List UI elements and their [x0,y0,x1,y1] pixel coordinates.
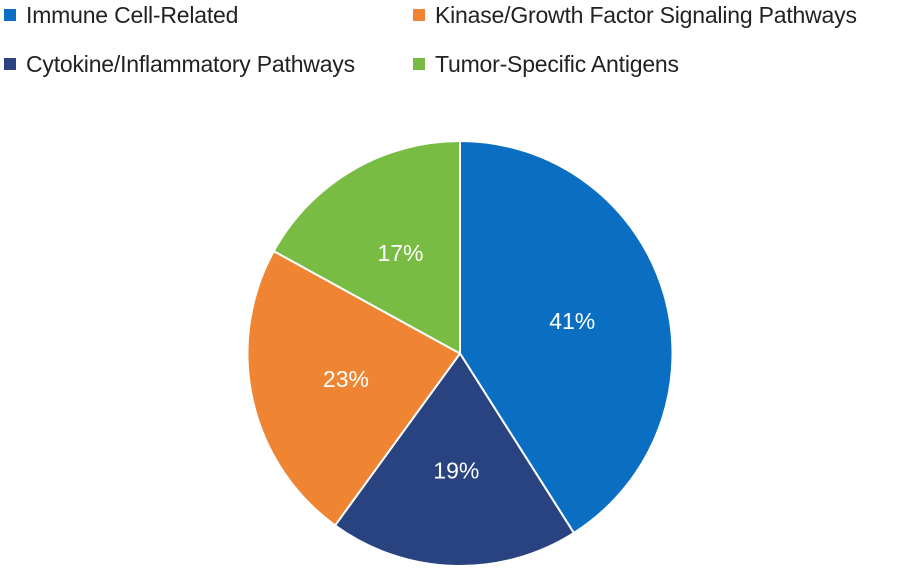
slice-value-label: 23% [323,366,369,392]
pie-slice-tumor-specific-antigens [272,140,461,355]
legend-item-cytokine-inflammatory: Cytokine/Inflammatory Pathways [4,49,355,79]
pie-slice-immune-cell-related [459,140,674,534]
legend-label: Cytokine/Inflammatory Pathways [26,50,355,77]
legend: Immune Cell-Related Kinase/Growth Factor… [0,0,920,90]
slice-value-label: 19% [433,457,479,483]
legend-swatch [4,58,16,70]
legend-swatch [4,9,16,21]
pie-slice-kinase-growth-factor-signaling-pathways [246,250,461,527]
slice-value-label: 17% [377,240,423,266]
legend-label: Kinase/Growth Factor Signaling Pathways [435,1,857,28]
legend-label: Tumor-Specific Antigens [435,50,679,77]
pie-slice-cytokine-inflammatory-pathways [334,352,575,567]
legend-item-immune-cell-related: Immune Cell-Related [4,0,238,30]
legend-label: Immune Cell-Related [26,1,239,28]
legend-item-tumor-specific-antigens: Tumor-Specific Antigens [413,49,679,79]
legend-item-kinase-growth-factor: Kinase/Growth Factor Signaling Pathways [413,0,857,30]
legend-swatch [413,9,425,21]
slice-value-label: 41% [549,308,595,334]
legend-swatch [413,58,425,70]
